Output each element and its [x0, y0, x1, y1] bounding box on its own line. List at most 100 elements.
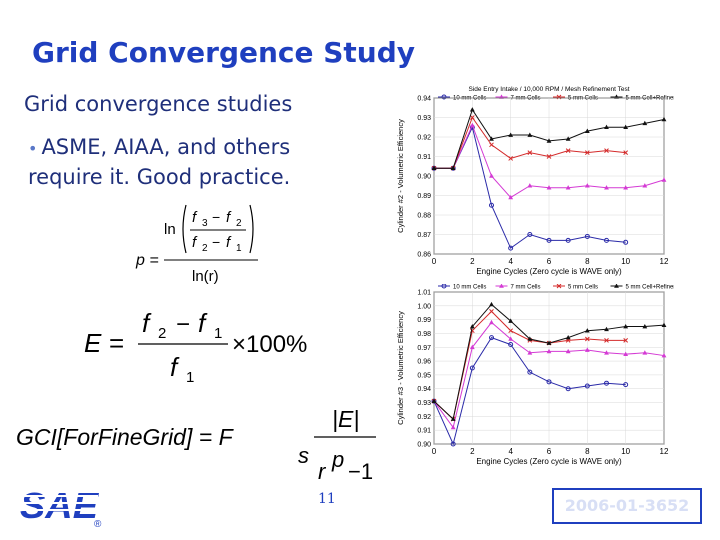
legend-label-2: 5 mm Cells [568, 285, 598, 291]
paper-id-box: 2006-01-3652 [552, 488, 702, 524]
data-point-0-9 [604, 380, 609, 386]
data-point-0-3 [489, 335, 494, 341]
error-percent: ×100% [232, 331, 307, 358]
data-point-0-4 [508, 245, 514, 251]
data-point-0-2 [469, 365, 475, 371]
data-point-3-12 [661, 116, 667, 122]
y-tick-label-8: 0.94 [417, 96, 431, 103]
error-f1-bottom: f [170, 352, 180, 382]
data-point-0-6 [546, 237, 552, 243]
y-tick-label-7: 0.93 [417, 115, 431, 122]
data-point-3-3 [489, 136, 494, 141]
data-point-1-9 [604, 185, 609, 190]
order-formula-ln: ln [164, 221, 176, 238]
data-point-2-10 [623, 338, 629, 343]
data-point-1-1 [450, 424, 456, 430]
data-point-3-10 [623, 323, 629, 329]
series-line-0 [434, 125, 626, 249]
order-ln-r: ln(r) [192, 268, 219, 285]
gci-abs-e: |E| [332, 406, 359, 432]
order-minus-bottom: − [212, 234, 220, 250]
order-sub2-bottom: 2 [202, 243, 208, 254]
data-point-0-5 [527, 232, 533, 237]
series-2 [431, 308, 629, 422]
order-sub1: 1 [236, 243, 242, 254]
gci-formula-lhs: GCI[ForFineGrid] = F [16, 424, 235, 450]
data-point-0-7 [565, 386, 571, 392]
x-tick-label-0: 0 [432, 257, 437, 266]
data-point-1-5 [527, 350, 533, 355]
data-point-2-9 [604, 148, 609, 154]
registered-mark: ® [94, 519, 102, 530]
data-point-3-6 [546, 340, 552, 345]
data-point-3-5 [527, 132, 533, 137]
legend-label-3: 5 mm Cell+Refinement [626, 285, 675, 291]
data-point-2-5 [527, 150, 533, 155]
y-axis-label: Cylinder #2 - Volumetric Efficiency [396, 119, 405, 233]
legend-label-2: 5 mm Cells [568, 96, 598, 102]
data-point-3-11 [642, 120, 648, 126]
data-point-1-9 [604, 350, 609, 355]
data-point-1-7 [565, 348, 571, 354]
series-line-2 [433, 310, 626, 421]
x-axis-label: Engine Cycles (Zero cycle is WAVE only) [476, 267, 622, 276]
bullet-item: • ASME, AIAA, and others require it. Good… [28, 133, 358, 192]
x-tick-label-4: 8 [585, 447, 590, 456]
x-tick-label-1: 2 [470, 447, 475, 456]
data-point-0-10 [623, 239, 629, 245]
data-point-1-4 [508, 336, 514, 341]
data-point-1-4 [508, 194, 514, 200]
series-line-0 [433, 336, 626, 446]
data-point-0-1 [450, 441, 456, 447]
data-point-2-2 [469, 115, 475, 120]
data-point-1-12 [661, 352, 667, 358]
legend-marker-0 [441, 284, 447, 289]
order-minus-top: − [212, 209, 220, 225]
data-point-0-5 [527, 369, 533, 375]
data-point-3-8 [584, 328, 590, 333]
y-tick-label-6: 0.96 [417, 359, 431, 366]
data-point-3-0 [431, 165, 437, 170]
legend-label-1: 7 mm Cells [511, 285, 541, 291]
y-tick-label-3: 0.93 [417, 400, 431, 407]
bullet-dot-icon: • [28, 139, 38, 158]
slide-subtitle: Grid convergence studies [24, 92, 293, 116]
legend-marker-2 [556, 284, 562, 289]
error-f1-top: f [198, 308, 208, 338]
order-sub3: 3 [202, 218, 208, 229]
y-tick-label-2: 0.92 [417, 414, 431, 421]
data-point-3-2 [469, 107, 475, 112]
data-point-2-4 [508, 328, 514, 334]
page-number: 11 [318, 491, 336, 507]
chart-title: Side Entry Intake / 10,000 RPM / Mesh Re… [468, 86, 629, 93]
data-point-1-6 [546, 185, 552, 190]
series-1 [431, 319, 667, 430]
y-tick-label-8: 0.98 [417, 331, 431, 338]
data-point-3-5 [527, 336, 533, 341]
legend-label-3: 5 mm Cell+Refinement [626, 96, 675, 102]
gci-p: p [331, 447, 344, 472]
error-minus: − [176, 311, 190, 338]
data-point-2-9 [604, 338, 609, 343]
chart-legend: 10 mm Cells 7 mm Cells 5 mm Cells 5 mm Cell… [438, 284, 674, 291]
legend-marker-3 [614, 284, 619, 288]
x-tick-label-2: 4 [508, 447, 513, 456]
x-tick-label-1: 2 [470, 257, 475, 266]
x-tick-label-6: 12 [660, 447, 669, 456]
data-point-3-9 [604, 326, 609, 332]
error-sub2: 2 [158, 325, 166, 342]
data-point-3-6 [546, 138, 552, 143]
data-point-0-10 [623, 382, 629, 388]
data-point-1-10 [623, 185, 629, 190]
error-formula: E = f 2 − f 1 f 1 ×100% [84, 308, 307, 386]
data-point-3-4 [508, 318, 514, 323]
error-sub1-bottom: 1 [186, 369, 194, 386]
data-point-3-8 [584, 128, 590, 133]
bullet-text: ASME, AIAA, and others require it. Good … [28, 135, 291, 189]
data-point-0-9 [604, 237, 609, 243]
legend-label-1: 7 mm Cells [511, 96, 541, 102]
data-point-3-4 [508, 132, 514, 137]
y-tick-label-6: 0.92 [417, 135, 431, 142]
data-point-1-3 [489, 319, 494, 325]
y-tick-label-4: 0.94 [417, 386, 431, 393]
